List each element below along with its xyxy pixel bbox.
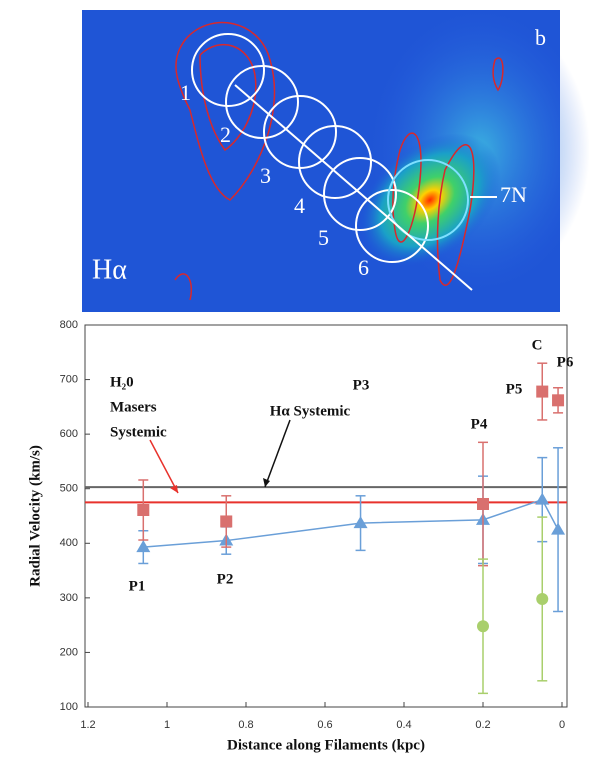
data-point	[477, 497, 489, 510]
region-label: 6	[358, 255, 369, 280]
data-point	[477, 620, 489, 633]
x-axis-title: Distance along Filaments (kpc)	[227, 737, 425, 753]
annotation: P2	[217, 571, 234, 587]
panel-label: b	[535, 25, 546, 50]
data-point	[536, 385, 549, 398]
region-label: 2	[220, 122, 231, 147]
annotation: P3	[353, 377, 370, 393]
reference-label: Systemic	[110, 424, 167, 440]
x-tick-label: 0.2	[475, 719, 490, 731]
region-label: 4	[294, 193, 305, 218]
region-label: 3	[260, 163, 271, 188]
y-tick-label: 100	[60, 701, 78, 713]
x-tick-label: 0.6	[317, 719, 332, 731]
line-label: Hα	[92, 254, 127, 285]
data-point	[353, 516, 368, 529]
y-tick-label: 200	[60, 646, 78, 658]
y-tick-label: 500	[60, 483, 78, 495]
x-tick-label: 0.8	[238, 719, 253, 731]
region-label: 1	[180, 80, 191, 105]
x-tick-label: 0.4	[396, 719, 411, 731]
reference-label: H₂0	[110, 374, 134, 390]
annotation: C	[532, 337, 543, 353]
reference-arrowhead	[170, 485, 178, 493]
x-tick-label: 1	[164, 719, 170, 731]
y-tick-label: 400	[60, 537, 78, 549]
region-circles	[191, 33, 497, 291]
annotation: P5	[506, 381, 523, 397]
x-tick-label: 1.2	[80, 719, 95, 731]
data-point	[137, 503, 150, 516]
y-tick-label: 600	[60, 428, 78, 440]
annotation: P6	[557, 354, 574, 370]
y-tick-label: 700	[60, 373, 78, 385]
reference-arrow	[149, 439, 179, 494]
reference-label: Masers	[110, 399, 157, 415]
data-point	[536, 592, 549, 605]
plot-frame	[84, 324, 568, 708]
data-point	[551, 522, 566, 535]
reference-arrow	[264, 419, 291, 488]
series-line	[143, 498, 559, 548]
y-tick-label: 800	[60, 319, 78, 331]
x-tick-label: 0	[559, 719, 565, 731]
reference-label: Hα Systemic	[270, 403, 351, 419]
image-panel	[82, 10, 589, 312]
annotation: P4	[471, 416, 488, 432]
y-tick-label: 300	[60, 592, 78, 604]
data-point	[220, 515, 233, 528]
y-axis-title: Radial Velocity (km/s)	[27, 445, 43, 587]
region-label: 7N	[500, 182, 527, 207]
data-point	[552, 394, 565, 407]
reference-arrowhead	[263, 478, 270, 487]
annotation: P1	[129, 578, 146, 594]
data-point	[136, 540, 151, 553]
data-point	[535, 492, 550, 505]
region-label: 5	[318, 225, 329, 250]
